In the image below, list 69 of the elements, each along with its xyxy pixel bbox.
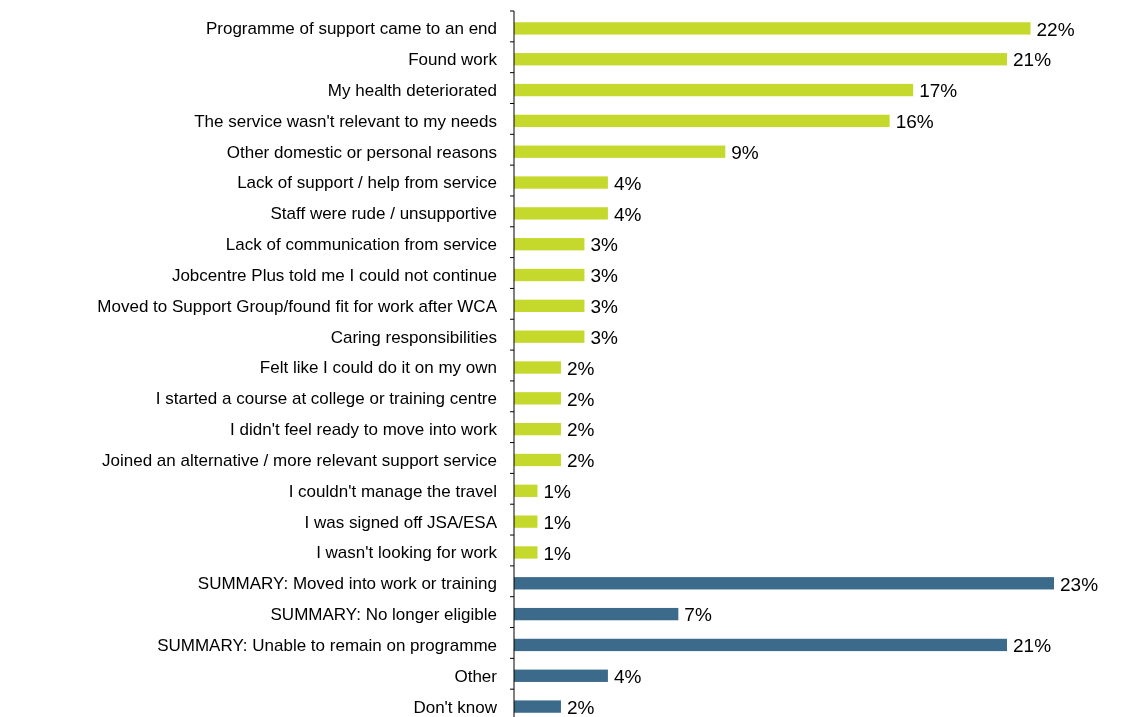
bar [514,207,608,220]
y-tick-label: Programme of support came to an end [205,19,497,39]
bar [514,83,914,97]
y-tick-label: Other domestic or personal reasons [226,142,497,162]
y-tick-label: Don't know [413,697,498,717]
bar [514,700,561,713]
bar [514,392,561,405]
data-label: 2% [566,450,595,472]
y-tick-label: I wasn't looking for work [316,543,498,563]
data-label: 3% [590,265,618,287]
y-tick-label: I couldn't manage the travel [288,481,497,501]
y-tick-label: Staff were rude / unsupportive [270,204,497,224]
data-label: 4% [613,172,642,194]
bar [514,330,585,343]
data-label: 2% [566,696,595,717]
data-label: 21% [1013,49,1052,71]
y-tick-label: SUMMARY: Moved into work or training [197,574,497,594]
data-label: 4% [613,203,642,225]
bar [514,453,561,467]
bar [514,145,726,158]
bar [514,268,585,282]
y-tick-label: Jobcentre Plus told me I could not continue [171,265,497,285]
y-tick-label: I started a course at college or training centre [155,389,497,409]
data-label: 17% [919,80,958,102]
bar [514,53,1008,66]
y-tick-label: The service wasn't relevant to my needs [194,111,497,131]
y-tick-label: Joined an alternative / more relevant support service [102,450,497,470]
bar [514,607,679,621]
data-label: 3% [590,296,618,318]
data-label: 1% [543,542,572,564]
y-tick-label: Lack of support / help from service [237,173,497,193]
data-label: 3% [590,234,618,256]
bar [514,238,585,251]
data-label: 22% [1036,18,1075,40]
bar [514,577,1054,590]
bar [514,299,585,313]
bar [514,422,561,436]
bar [514,114,890,128]
y-tick-label: Other [454,666,498,686]
data-label: 1% [543,481,572,503]
data-label: 4% [613,665,642,687]
y-tick-label: Lack of communication from service [225,235,497,255]
y-tick-label: SUMMARY: No longer eligible [270,605,497,625]
y-tick-label: I was signed off JSA/ESA [304,512,498,532]
y-tick-label: Found work [408,50,498,70]
data-label: 3% [590,326,618,348]
bar [514,669,608,682]
y-tick-label: I didn't feel ready to move into work [230,420,498,440]
y-tick-label: Felt like I could do it on my own [259,358,497,378]
y-tick-label: Caring responsibilities [330,327,497,347]
bar [514,176,608,189]
y-tick-label: My health deteriorated [327,81,497,101]
data-label: 2% [566,419,595,441]
y-tick-label: Moved to Support Group/found fit for work after WCA [97,296,498,316]
bar [514,515,538,528]
bar [514,546,538,559]
data-label: 7% [684,604,712,626]
data-label: 9% [731,141,759,163]
bar [514,638,1008,652]
y-tick-label: SUMMARY: Unable to remain on programme [157,635,497,655]
bar [514,22,1031,35]
data-label: 2% [566,388,595,410]
data-label: 23% [1060,573,1099,595]
bar [514,361,561,374]
data-label: 16% [895,111,934,133]
bar [514,484,538,497]
data-label: 21% [1013,635,1052,657]
data-label: 2% [566,357,595,379]
data-label: 1% [543,511,572,533]
